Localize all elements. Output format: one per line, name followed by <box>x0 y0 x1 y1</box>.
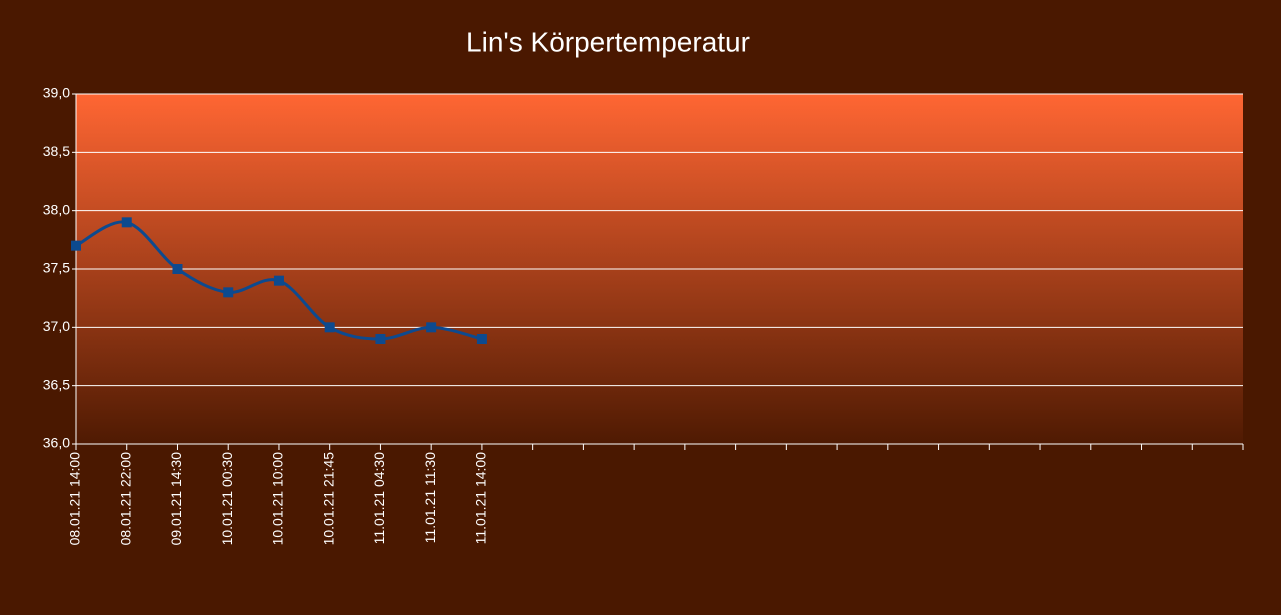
y-tick-label: 36,5 <box>43 376 70 392</box>
x-tick-label: 10.01.21 00:30 <box>219 452 235 546</box>
x-tick-label: 11.01.21 14:00 <box>473 452 489 545</box>
point-marker <box>375 334 386 344</box>
x-tick-label: 10.01.21 21:45 <box>320 452 336 546</box>
x-tick-label: 11.01.21 04:30 <box>371 452 387 545</box>
point-marker <box>71 240 81 251</box>
y-tick-label: 37,5 <box>43 260 70 276</box>
y-tick-label: 39,0 <box>43 85 70 101</box>
point-marker <box>121 217 132 228</box>
point-marker <box>426 322 437 333</box>
point-marker <box>324 322 335 333</box>
y-tick-label: 37,0 <box>43 318 70 334</box>
x-tick-label: 09.01.21 14:30 <box>168 452 184 546</box>
chart-title: Lin's Körpertemperatur <box>466 26 750 57</box>
point-marker <box>273 275 284 286</box>
x-tick-label: 08.01.21 14:00 <box>67 452 83 546</box>
point-marker <box>172 264 183 274</box>
point-marker <box>476 334 487 344</box>
x-tick-label: 10.01.21 10:00 <box>270 452 286 546</box>
x-tick-label: 08.01.21 22:00 <box>117 452 133 546</box>
y-tick-label: 38,5 <box>43 143 70 159</box>
y-tick-label: 36,0 <box>43 435 70 451</box>
y-tick-label: 38,0 <box>43 201 70 217</box>
x-tick-label: 11.01.21 11:30 <box>422 452 438 544</box>
point-marker <box>223 287 234 298</box>
